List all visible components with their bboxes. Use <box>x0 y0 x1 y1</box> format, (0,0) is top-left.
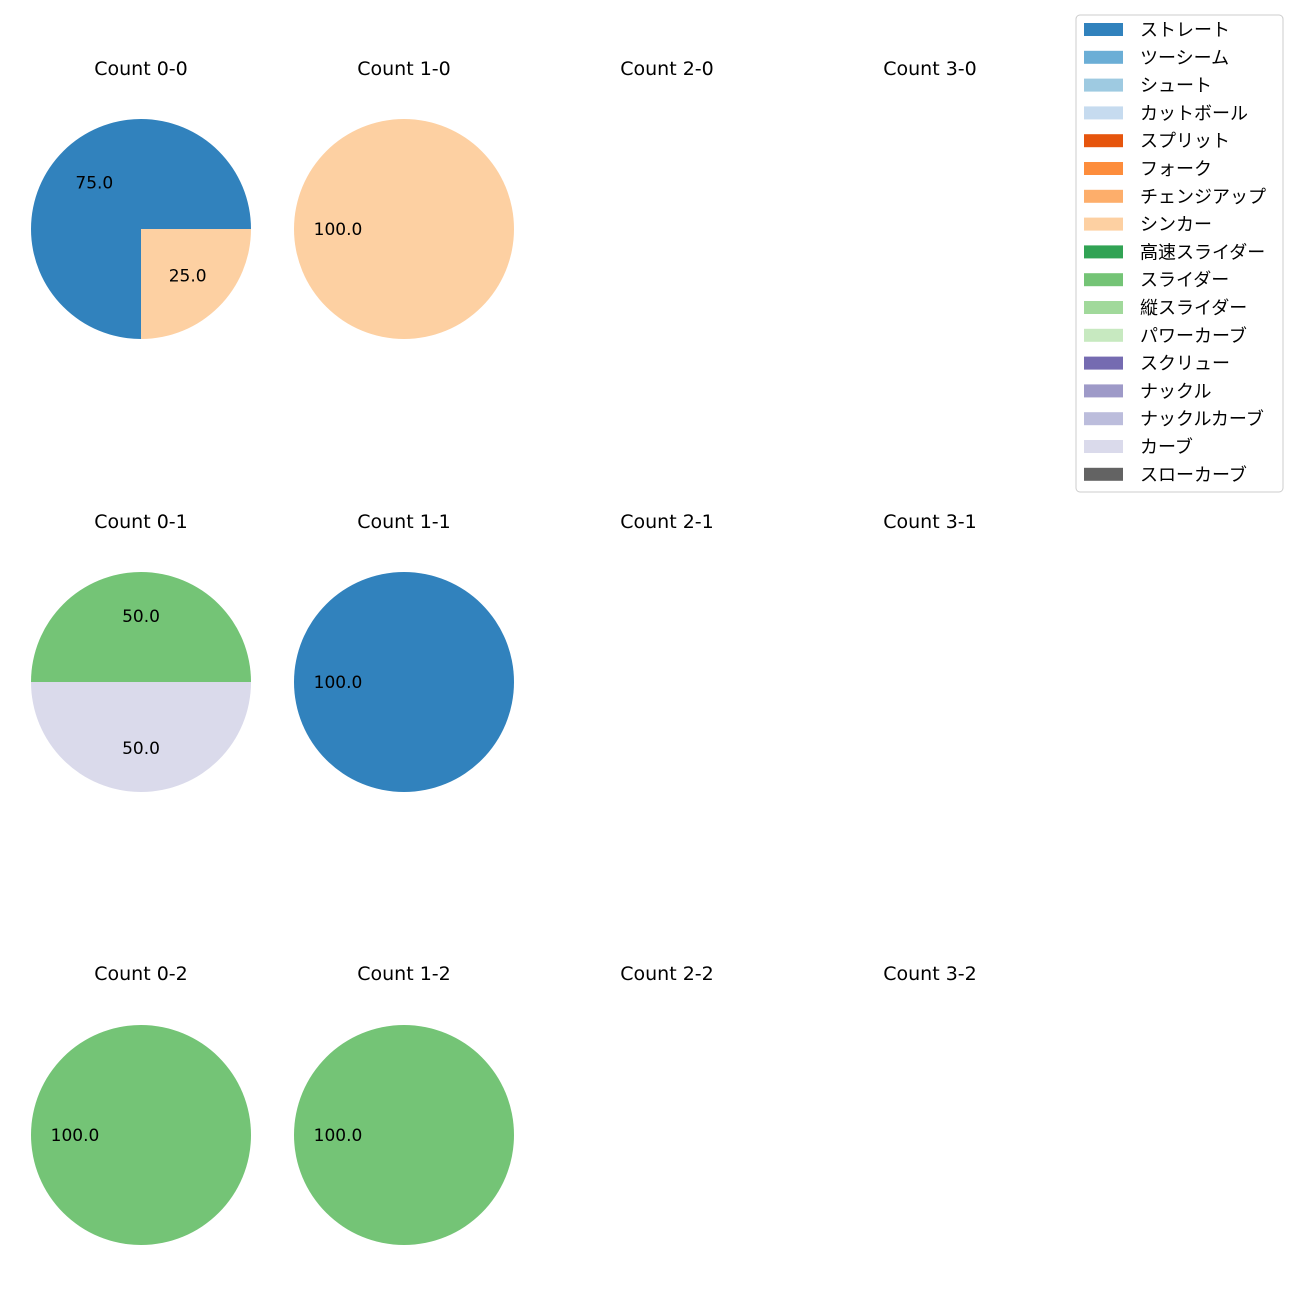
legend-label: 縦スライダー <box>1140 298 1247 319</box>
subplot-count-0-1: Count 0-1 50.0 50.0 <box>31 511 251 792</box>
legend-entry: ナックルカーブ <box>1084 408 1264 430</box>
legend-items: ストレートツーシームシュートカットボールスプリットフォークチェンジアップシンカー… <box>1084 20 1266 486</box>
subplot-count-2-2: Count 2-2 <box>620 963 714 985</box>
subplot-title: Count 2-0 <box>620 58 714 80</box>
slice-pct-label: 50.0 <box>122 739 160 759</box>
pie-slice <box>294 119 514 339</box>
legend-entry: シュート <box>1084 76 1212 97</box>
legend-swatch <box>1084 189 1123 203</box>
legend-swatch <box>1084 134 1123 148</box>
subplot-count-1-1: Count 1-1 100.0 <box>294 511 514 792</box>
subplot-title: Count 3-0 <box>883 58 977 80</box>
legend-entry: ツーシーム <box>1084 48 1229 69</box>
legend: ストレートツーシームシュートカットボールスプリットフォークチェンジアップシンカー… <box>1075 14 1284 493</box>
subplot-title: Count 1-1 <box>357 511 451 533</box>
legend-swatch <box>1084 301 1123 314</box>
legend-label: ナックル <box>1140 381 1211 402</box>
subplot-title: Count 0-1 <box>94 511 188 533</box>
legend-swatch <box>1084 412 1123 426</box>
legend-entry: 縦スライダー <box>1084 298 1247 319</box>
legend-swatch <box>1084 78 1123 92</box>
legend-entry: チェンジアップ <box>1084 187 1266 208</box>
subplot-count-0-0: Count 0-0 75.0 25.0 <box>31 58 251 339</box>
subplot-count-3-1: Count 3-1 <box>883 511 977 533</box>
legend-label: カーブ <box>1140 436 1193 458</box>
legend-entry: カーブ <box>1084 436 1193 458</box>
pie-slice <box>294 1025 514 1245</box>
subplot-title: Count 3-1 <box>883 511 977 533</box>
legend-swatch <box>1084 440 1123 453</box>
slice-pct-label: 100.0 <box>51 1126 100 1146</box>
slice-pct-label: 50.0 <box>122 607 160 627</box>
legend-label: ストレート <box>1140 20 1230 41</box>
legend-entry: ナックル <box>1084 381 1211 402</box>
legend-entry: 高速スライダー <box>1084 242 1265 263</box>
subplot-count-3-0: Count 3-0 <box>883 58 977 80</box>
pie-slice <box>31 682 251 792</box>
subplot-count-0-2: Count 0-2 100.0 <box>31 963 251 1245</box>
legend-entry: スクリュー <box>1084 354 1230 375</box>
legend-label: ツーシーム <box>1140 48 1229 69</box>
legend-swatch <box>1084 273 1123 287</box>
legend-swatch <box>1084 217 1123 231</box>
legend-label: スライダー <box>1140 270 1229 291</box>
legend-label: シンカー <box>1140 215 1212 236</box>
subplot-count-1-0: Count 1-0 100.0 <box>294 58 514 339</box>
subplot-title: Count 3-2 <box>883 963 977 985</box>
legend-swatch <box>1084 50 1123 64</box>
slice-pct-label: 100.0 <box>314 673 363 693</box>
legend-swatch <box>1084 106 1123 120</box>
slice-pct-label: 100.0 <box>314 220 363 240</box>
legend-entry: スライダー <box>1084 270 1229 291</box>
legend-entry: フォーク <box>1084 159 1212 180</box>
legend-entry: スローカーブ <box>1084 464 1247 486</box>
subplot-title: Count 1-2 <box>357 963 451 985</box>
legend-label: 高速スライダー <box>1140 242 1265 263</box>
legend-entry: シンカー <box>1084 215 1212 236</box>
subplot-title: Count 2-1 <box>620 511 714 533</box>
legend-label: チェンジアップ <box>1140 187 1266 208</box>
subplot-count-2-1: Count 2-1 <box>620 511 714 533</box>
pie-slice <box>294 572 514 792</box>
legend-entry: スプリット <box>1084 131 1230 152</box>
slice-pct-label: 75.0 <box>75 173 113 193</box>
pie-slice <box>31 572 251 682</box>
slice-pct-label: 25.0 <box>169 267 207 287</box>
subplot-title: Count 2-2 <box>620 963 714 985</box>
slice-pct-label: 100.0 <box>314 1126 363 1146</box>
legend-label: フォーク <box>1140 159 1212 180</box>
legend-swatch <box>1084 356 1123 370</box>
legend-swatch <box>1084 328 1123 342</box>
legend-label: パワーカーブ <box>1140 325 1247 347</box>
legend-label: スローカーブ <box>1140 464 1247 486</box>
legend-label: シュート <box>1140 76 1212 97</box>
legend-swatch <box>1084 384 1123 398</box>
legend-swatch <box>1084 245 1123 259</box>
subplot-count-1-2: Count 1-2 100.0 <box>294 963 514 1245</box>
pie-slice <box>141 229 251 339</box>
legend-entry: ストレート <box>1084 20 1230 41</box>
subplot-count-3-2: Count 3-2 <box>883 963 977 985</box>
legend-entry: カットボール <box>1084 103 1248 124</box>
subplot-count-2-0: Count 2-0 <box>620 58 714 80</box>
subplot-title: Count 0-2 <box>94 963 188 985</box>
legend-swatch <box>1084 23 1123 36</box>
legend-frame <box>1075 14 1284 493</box>
legend-label: スクリュー <box>1140 354 1230 375</box>
subplot-title: Count 0-0 <box>94 58 188 80</box>
legend-label: カットボール <box>1140 103 1248 124</box>
legend-label: スプリット <box>1140 131 1230 152</box>
legend-swatch <box>1084 162 1123 175</box>
pie-slice <box>31 1025 251 1245</box>
legend-entry: パワーカーブ <box>1084 325 1247 347</box>
subplots: Count 0-0 75.0 25.0 Count 1-0 100.0 Count 2-0… <box>31 58 977 1245</box>
subplot-title: Count 1-0 <box>357 58 451 80</box>
legend-swatch <box>1084 467 1123 481</box>
legend-label: ナックルカーブ <box>1140 408 1264 430</box>
